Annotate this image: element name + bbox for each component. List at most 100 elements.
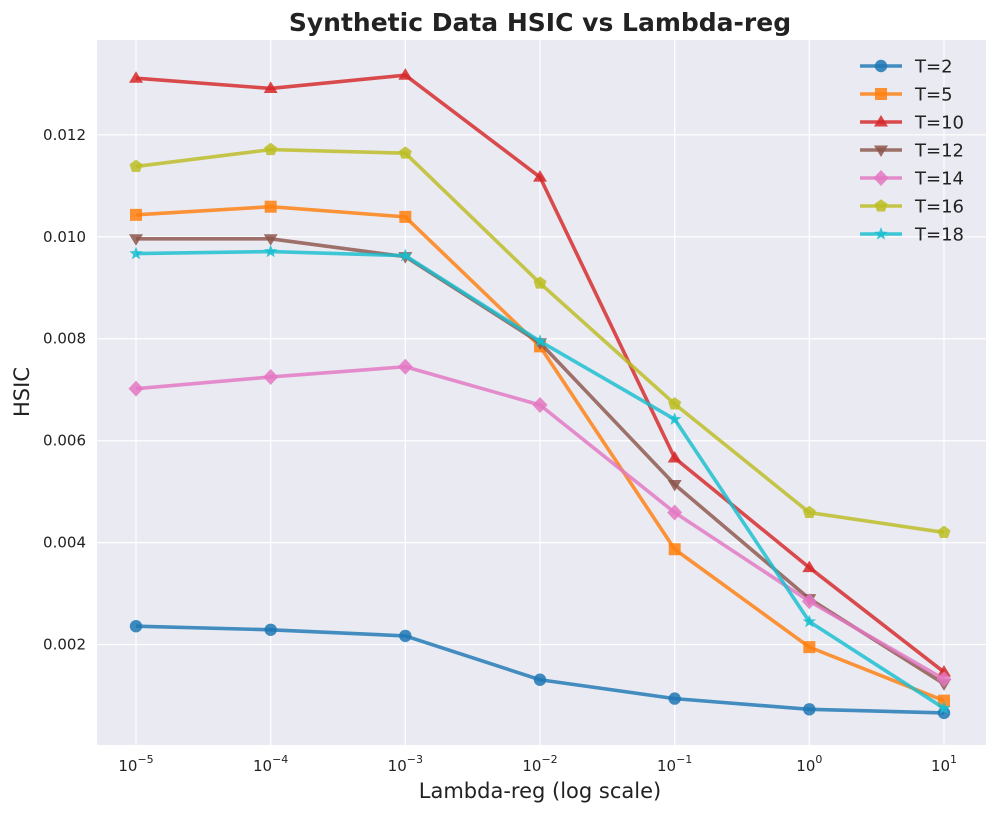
x-tick-exponent: 1 — [950, 753, 957, 766]
data-point — [129, 71, 143, 83]
data-point — [668, 412, 682, 425]
plot-area — [97, 40, 986, 745]
y-axis-label: HSIC — [10, 367, 34, 417]
data-point — [803, 703, 816, 716]
data-point — [668, 397, 682, 410]
data-point — [398, 146, 412, 159]
x-tick-exponent: −1 — [676, 753, 692, 766]
legend-entry: T=5 — [860, 85, 953, 106]
x-tick-exponent: −2 — [541, 753, 557, 766]
x-tick-base: 10 — [253, 757, 272, 775]
data-point — [936, 671, 952, 688]
data-point — [263, 234, 278, 246]
data-point — [667, 451, 682, 463]
data-point — [128, 380, 144, 397]
data-point — [129, 246, 143, 260]
x-tick-base: 10 — [118, 757, 137, 775]
series-layer — [128, 68, 952, 720]
x-tick-exponent: −4 — [272, 753, 288, 766]
series-t-10 — [129, 68, 951, 677]
data-point — [668, 692, 681, 705]
data-point — [667, 479, 682, 492]
data-point — [399, 629, 412, 643]
x-tick-exponent: −3 — [407, 753, 423, 766]
data-point — [130, 208, 142, 221]
data-point — [937, 665, 951, 677]
data-point — [264, 623, 277, 636]
legend-label: T=16 — [914, 197, 964, 218]
series-t-14 — [128, 358, 952, 688]
data-point — [532, 396, 548, 413]
data-point — [937, 701, 951, 714]
y-tick-label: 0.002 — [43, 636, 86, 654]
tick-labels: 10−5 10−4 10−3 10−2 10−1 100 1010.0020.0040.00… — [43, 126, 957, 775]
legend-entry: T=12 — [860, 141, 964, 162]
chart-title: Synthetic Data HSIC vs Lambda-reg — [289, 8, 791, 37]
x-tick-label: 100 — [796, 753, 822, 775]
data-point — [803, 641, 816, 654]
data-point — [668, 543, 681, 556]
data-point — [129, 234, 143, 246]
data-point — [802, 614, 816, 628]
y-tick-label: 0.008 — [43, 330, 86, 348]
legend-marker — [873, 170, 889, 186]
legend-entry: T=16 — [860, 197, 964, 218]
legend-label: T=14 — [914, 169, 964, 190]
legend-entry: T=10 — [860, 113, 964, 134]
legend-label: T=10 — [914, 113, 964, 134]
data-point — [397, 358, 413, 375]
x-tick-base: 10 — [388, 757, 407, 775]
x-tick-base: 10 — [796, 757, 815, 775]
legend-entry: T=14 — [860, 169, 964, 190]
x-tick-label: 10−1 — [657, 753, 692, 775]
data-point — [937, 525, 951, 538]
x-axis-label: Lambda-reg (log scale) — [419, 779, 661, 803]
legend-marker — [874, 59, 888, 73]
x-tick-label: 10−3 — [388, 753, 423, 775]
legend-label: T=2 — [914, 57, 953, 78]
data-point — [667, 504, 683, 521]
data-point — [263, 368, 279, 385]
x-tick-base: 10 — [657, 757, 676, 775]
x-tick-label: 10−5 — [118, 753, 153, 775]
x-tick-label: 101 — [931, 753, 957, 775]
data-point — [129, 159, 143, 172]
series-t-18 — [129, 244, 951, 714]
x-tick-exponent: −5 — [137, 753, 153, 766]
legend-marker — [874, 199, 888, 212]
data-point — [129, 620, 143, 633]
data-point — [533, 276, 547, 289]
legend-marker — [875, 88, 887, 100]
data-point — [398, 248, 412, 262]
data-point — [802, 505, 816, 519]
legend-marker — [874, 115, 888, 127]
legend-marker — [874, 145, 888, 157]
x-tick-label: 10−4 — [253, 753, 288, 775]
legend-label: T=12 — [914, 141, 964, 162]
x-tick-label: 10−2 — [522, 753, 557, 775]
data-point — [533, 334, 547, 347]
data-point — [937, 706, 951, 720]
data-point — [938, 694, 950, 707]
x-tick-base: 10 — [522, 757, 541, 775]
data-point — [264, 200, 277, 213]
x-tick-exponent: 0 — [815, 753, 822, 766]
data-point — [398, 68, 413, 80]
y-tick-label: 0.012 — [43, 126, 86, 144]
data-point — [533, 170, 547, 182]
data-point — [264, 244, 278, 258]
legend-entry: T=2 — [860, 57, 953, 78]
legend-entry: T=18 — [860, 225, 964, 246]
data-point — [263, 81, 278, 93]
y-tick-label: 0.004 — [43, 534, 86, 552]
legend-label: T=5 — [914, 85, 953, 106]
series-t-2 — [129, 620, 951, 720]
legend-label: T=18 — [914, 225, 964, 246]
y-tick-label: 0.006 — [43, 432, 86, 450]
x-tick-base: 10 — [931, 757, 950, 775]
legend: T=2 T=5 T=10 T=12 T=14 T=16 T=18 — [860, 57, 964, 246]
y-tick-label: 0.010 — [43, 228, 86, 246]
data-point — [801, 593, 817, 610]
